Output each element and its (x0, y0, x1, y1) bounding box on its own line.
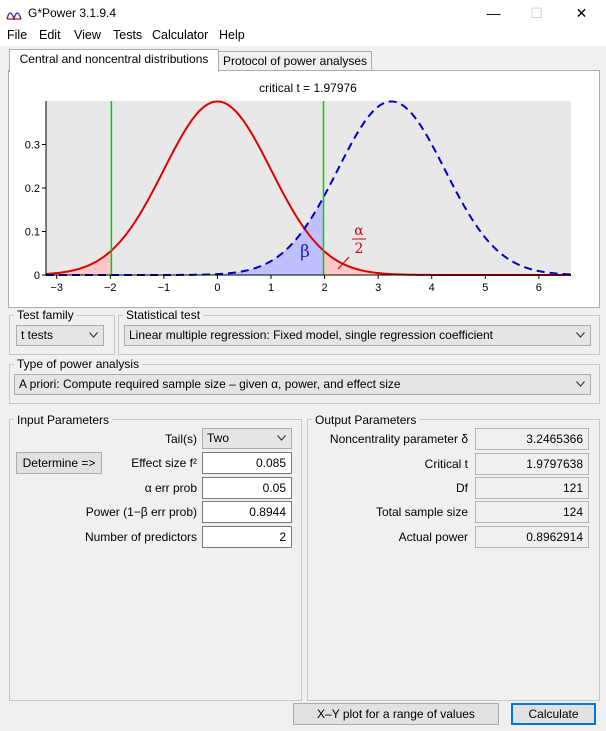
chevron-down-icon (277, 435, 286, 441)
y-tick-label: 0.1 (25, 227, 40, 239)
title-bar: G*Power 3.1.9.4 — ☐ ✕ (0, 0, 606, 26)
x-tick-label: 0 (214, 282, 220, 294)
alpha-label: α err prob (144, 481, 197, 495)
menu-help[interactable]: Help (219, 28, 245, 42)
chart-title: critical t = 1.97976 (259, 81, 357, 95)
output-parameters-group (307, 419, 600, 701)
power-analysis-label: Type of power analysis (14, 357, 143, 371)
df-value: 121 (475, 477, 589, 499)
statistical-test-group (118, 315, 600, 355)
actual-power-value: 0.8962914 (475, 526, 589, 548)
tab-protocol[interactable]: Protocol of power analyses (218, 51, 372, 72)
x-tick-label: −2 (104, 282, 117, 294)
total-sample-size-label: Total sample size (375, 505, 468, 519)
chevron-down-icon (89, 332, 98, 338)
tails-select[interactable]: Two (202, 428, 292, 449)
distribution-panel: −3 −2 −1 0 1 2 3 4 5 6 0 0.1 0.2 0.3 critical t = 1.9… (8, 70, 600, 308)
distribution-chart: −3 −2 −1 0 1 2 3 4 5 6 0 0.1 0.2 0.3 critical t = 1.9… (25, 81, 572, 294)
menu-file[interactable]: File (7, 28, 28, 42)
y-tick-label: 0.3 (25, 140, 40, 152)
menu-calculator[interactable]: Calculator (152, 28, 209, 42)
power-label: Power (1−β err prob) (85, 505, 197, 519)
alpha-field[interactable]: 0.05 (202, 477, 292, 499)
total-sample-size-value: 124 (475, 501, 589, 523)
y-tick-label: 0 (34, 270, 40, 282)
actual-power-label: Actual power (398, 530, 468, 544)
minimize-button[interactable]: — (486, 5, 501, 21)
alpha-label-numerator: α (354, 223, 364, 239)
menu-tests[interactable]: Tests (113, 28, 143, 42)
critical-t-label: Critical t (424, 457, 468, 471)
noncentrality-value: 3.2465366 (475, 428, 589, 450)
beta-label: β (300, 242, 310, 262)
menu-edit[interactable]: Edit (39, 28, 61, 42)
power-analysis-group (9, 364, 600, 404)
chevron-down-icon (576, 332, 585, 338)
calculate-button[interactable]: Calculate (511, 703, 596, 725)
output-parameters-title: Output Parameters (312, 413, 420, 427)
alpha-label-denominator: 2 (355, 241, 364, 257)
chevron-down-icon (576, 381, 585, 387)
noncentrality-label: Noncentrality parameter δ (329, 432, 468, 446)
x-tick-label: 6 (536, 282, 542, 294)
alpha-right-tail-area (323, 250, 571, 275)
x-tick-label: 4 (429, 282, 435, 294)
alpha-left-tail-area (46, 250, 112, 275)
x-tick-label: 1 (268, 282, 274, 294)
tails-label: Tail(s) (165, 432, 197, 446)
test-family-label: Test family (14, 308, 77, 322)
x-tick-label: 2 (322, 282, 328, 294)
effect-size-field[interactable]: 0.085 (202, 452, 292, 474)
beta-area (111, 199, 324, 275)
tab-distributions[interactable]: Central and noncentral distributions (9, 49, 219, 72)
menu-view[interactable]: View (74, 28, 101, 42)
power-analysis-select[interactable]: A priori: Compute required sample size –… (14, 374, 591, 395)
predictors-field[interactable]: 2 (202, 526, 292, 548)
menu-bar: File Edit View Tests Calculator Help (0, 26, 606, 46)
x-tick-label: 3 (375, 282, 381, 294)
y-tick-label: 0.2 (25, 183, 40, 195)
x-tick-label: 5 (482, 282, 488, 294)
statistical-test-select[interactable]: Linear multiple regression: Fixed model,… (124, 325, 591, 346)
x-tick-label: −1 (158, 282, 171, 294)
input-parameters-group (9, 419, 302, 701)
predictors-label: Number of predictors (84, 530, 197, 544)
effect-size-label: Effect size f² (131, 456, 197, 470)
power-field[interactable]: 0.8944 (202, 501, 292, 523)
window-title: G*Power 3.1.9.4 (28, 6, 117, 20)
xy-plot-button[interactable]: X–Y plot for a range of values (293, 703, 499, 725)
gpower-logo-icon (6, 12, 22, 20)
critical-t-value: 1.9797638 (475, 453, 589, 475)
input-parameters-title: Input Parameters (14, 413, 113, 427)
determine-button[interactable]: Determine => (16, 452, 102, 474)
statistical-test-label: Statistical test (123, 308, 204, 322)
test-family-select[interactable]: t tests (16, 325, 104, 346)
maximize-button[interactable]: ☐ (530, 5, 543, 21)
x-tick-label: −3 (50, 282, 63, 294)
df-label: Df (456, 481, 468, 495)
close-button[interactable]: ✕ (575, 5, 588, 21)
alpha-pointer (337, 256, 350, 270)
